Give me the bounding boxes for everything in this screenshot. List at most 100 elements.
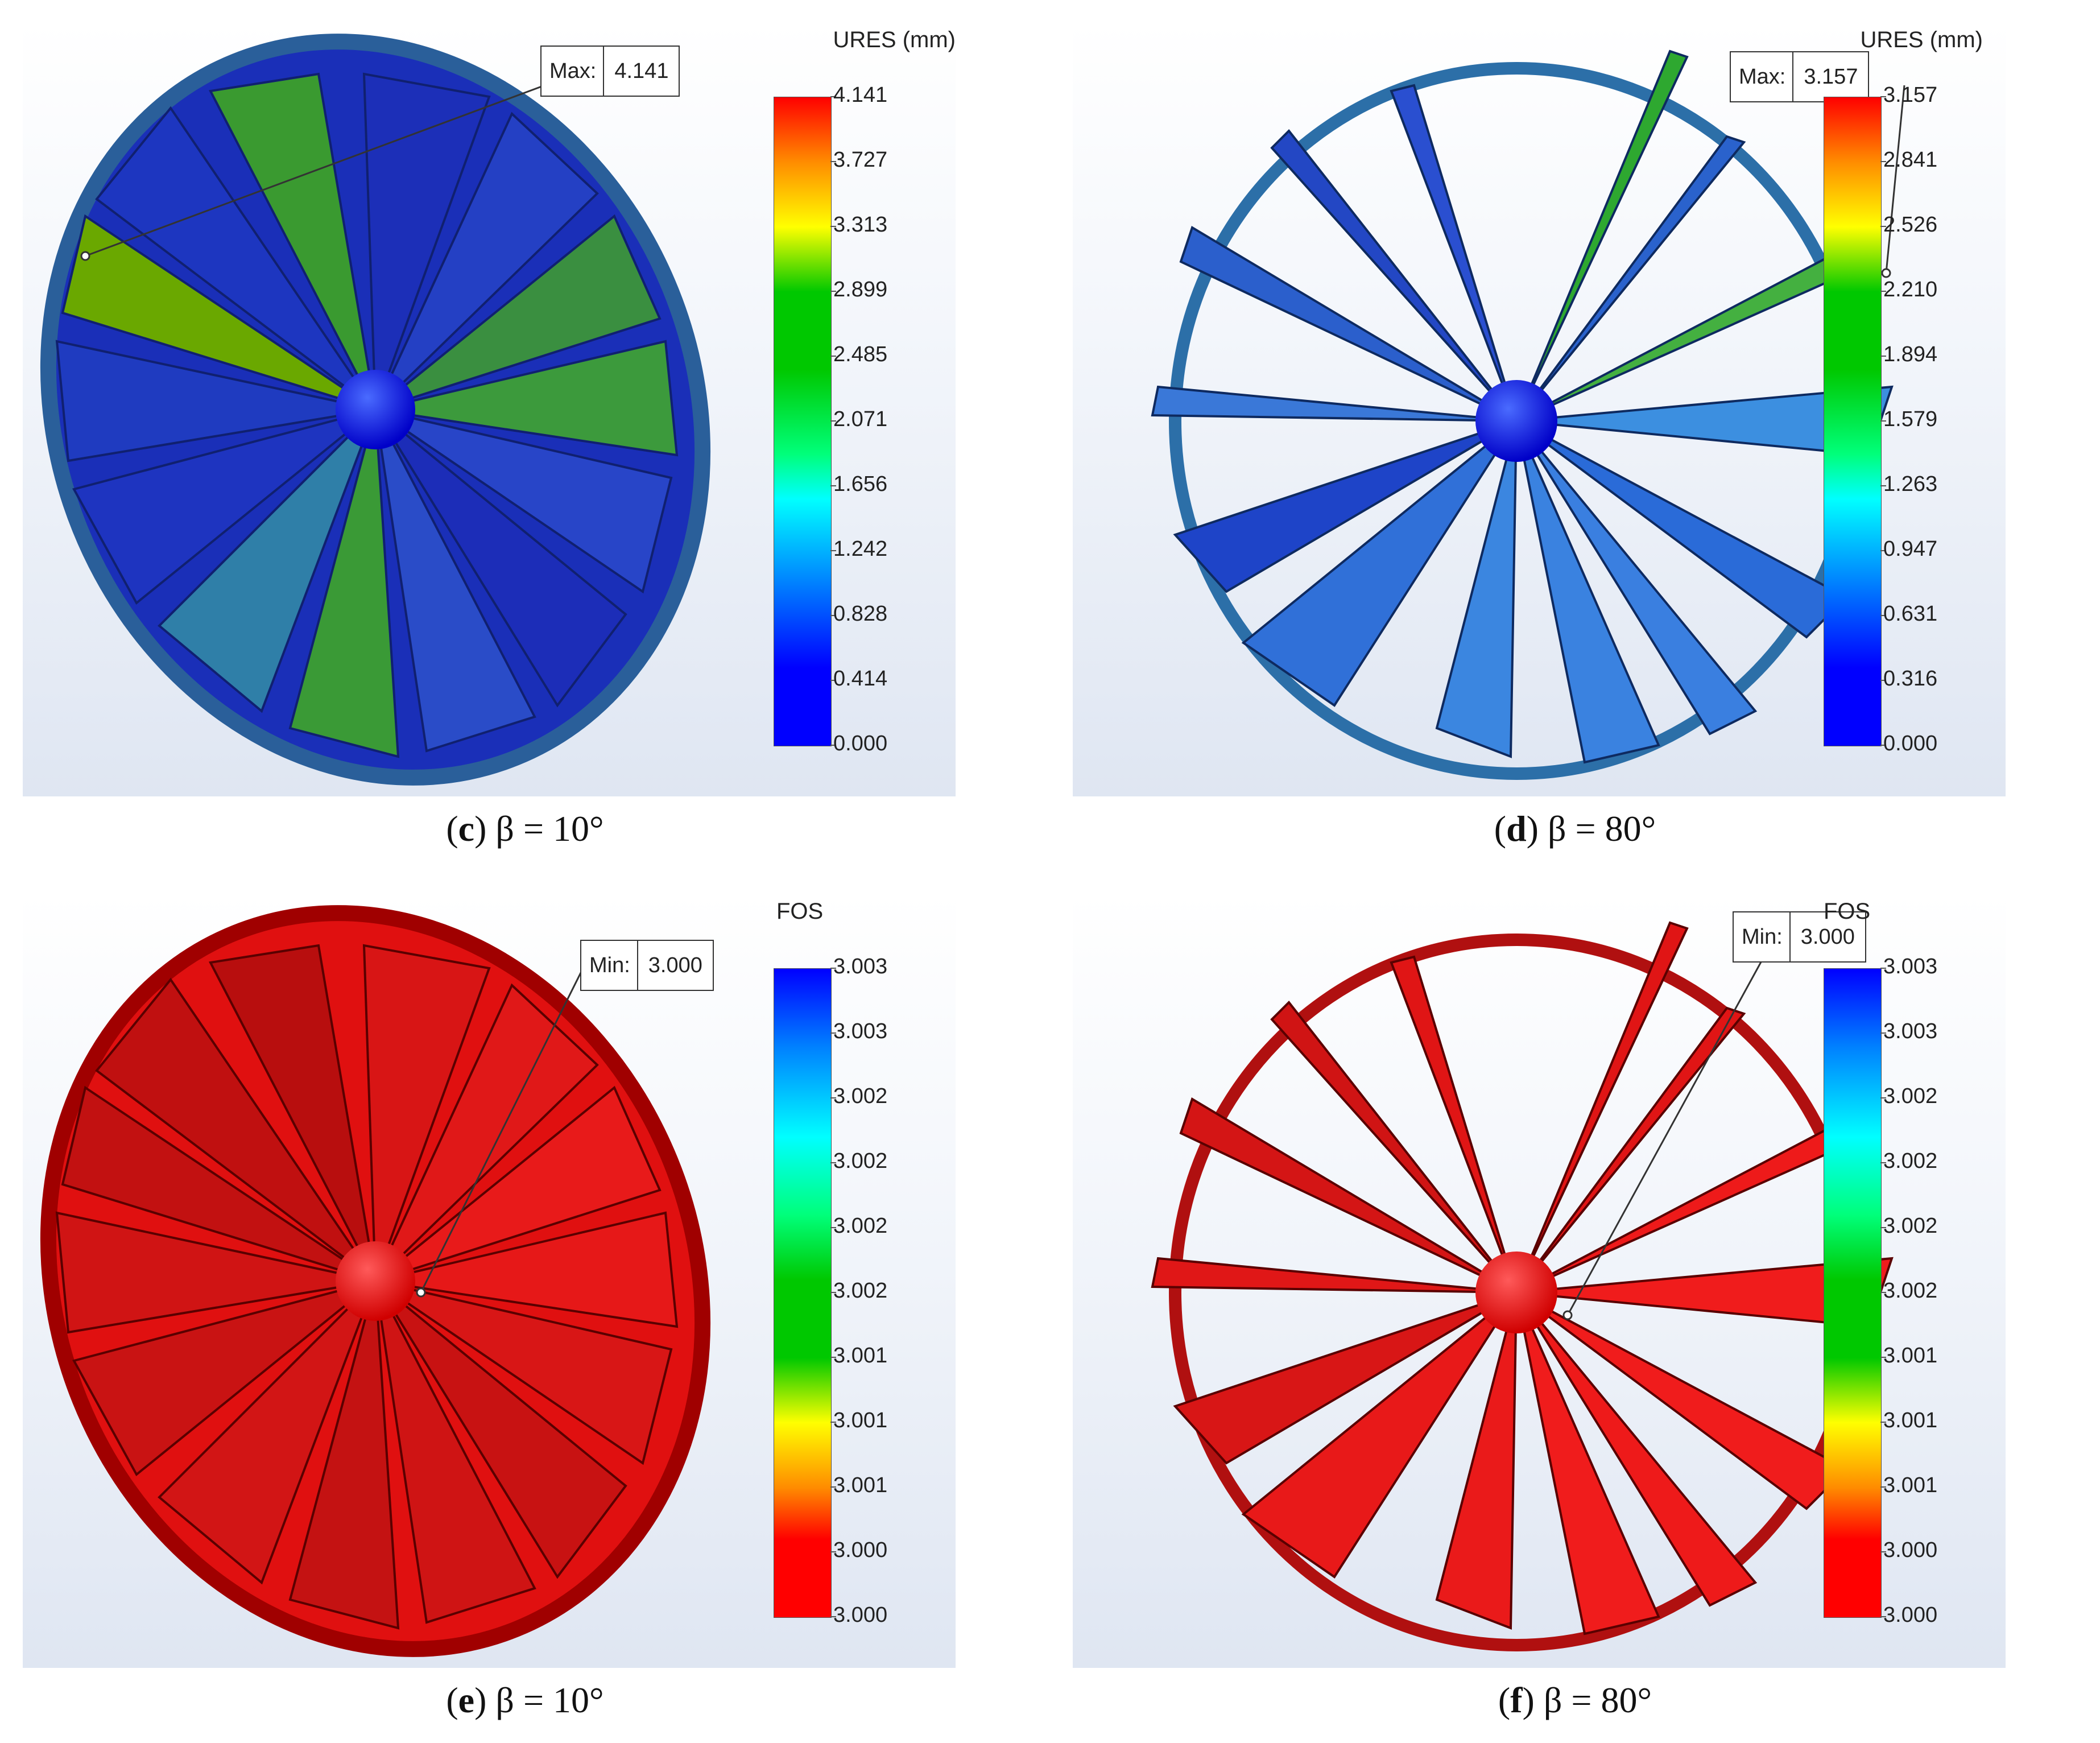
legend-tick-label: 3.001 bbox=[1883, 1409, 1938, 1432]
probe-point bbox=[416, 1287, 426, 1298]
legend-title: FOS bbox=[776, 899, 824, 924]
legend-tick-label: 3.001 bbox=[833, 1409, 888, 1432]
legend-title: URES (mm) bbox=[833, 27, 956, 52]
callout-value: 4.141 bbox=[614, 59, 669, 83]
panel-c: Max: 4.141 URES (mm) (c) β = 10° 4.141 3.… bbox=[0, 0, 1050, 872]
callout-key: Max: bbox=[1731, 52, 1794, 101]
hub bbox=[1475, 380, 1557, 462]
legend-tick-mark bbox=[1880, 1162, 1886, 1163]
legend-tick-mark bbox=[830, 1422, 836, 1423]
rotor-model-d bbox=[1151, 49, 1905, 780]
legend-tick-mark bbox=[830, 291, 836, 292]
color-legend-bar bbox=[774, 97, 832, 746]
caption-text: ) β = 80° bbox=[1526, 808, 1656, 849]
max-callout: Max: 3.157 bbox=[1730, 51, 1870, 102]
min-callout: Min: 3.000 bbox=[1733, 911, 1866, 963]
callout-leader bbox=[1566, 956, 1765, 1316]
legend-tick-label: 3.003 bbox=[1883, 955, 1938, 978]
legend-tick-label: 1.579 bbox=[1883, 407, 1938, 431]
hub bbox=[336, 370, 415, 449]
probe-point bbox=[80, 251, 90, 261]
legend-tick-label: 3.002 bbox=[833, 1084, 888, 1108]
legend-tick-mark bbox=[1880, 745, 1886, 746]
legend-tick-mark bbox=[830, 96, 836, 97]
legend-tick-label: 0.947 bbox=[1883, 537, 1938, 561]
legend-tick-mark bbox=[1880, 1486, 1886, 1488]
legend-tick-mark bbox=[830, 550, 836, 551]
legend-tick-label: 0.414 bbox=[833, 667, 888, 691]
panel-d: Max: 3.157 URES (mm) (d) β = 80° 3.157 2.… bbox=[1050, 0, 2100, 872]
legend-tick-label: 3.000 bbox=[833, 1603, 888, 1627]
caption: (f) β = 80° bbox=[1498, 1680, 1652, 1720]
callout-value: 3.157 bbox=[1804, 64, 1858, 89]
legend-tick-mark bbox=[830, 356, 836, 357]
legend-tick-label: 2.526 bbox=[1883, 213, 1938, 237]
caption: (e) β = 10° bbox=[446, 1680, 604, 1720]
legend-tick-label: 2.071 bbox=[833, 407, 888, 431]
rotor-e-blades bbox=[55, 944, 679, 1630]
callout-value: 3.000 bbox=[648, 953, 702, 977]
callout-key: Min: bbox=[581, 941, 638, 990]
caption-letter: f bbox=[1510, 1680, 1523, 1720]
legend-tick-mark bbox=[830, 485, 836, 486]
legend-tick-label: 3.157 bbox=[1883, 83, 1938, 107]
legend-tick-mark bbox=[830, 968, 836, 969]
callout-leader bbox=[85, 74, 573, 257]
legend-tick-mark bbox=[830, 1616, 836, 1617]
panel-f: Min: 3.000 FOS (f) β = 80° 3.003 3.003 3.0… bbox=[1050, 872, 2100, 1743]
hub bbox=[1475, 1252, 1557, 1333]
legend-tick-mark bbox=[830, 420, 836, 422]
legend-tick-mark bbox=[1880, 615, 1886, 616]
callout-value: 3.000 bbox=[1800, 924, 1855, 949]
legend-tick-mark bbox=[1880, 1422, 1886, 1423]
legend-tick-label: 3.002 bbox=[1883, 1214, 1938, 1238]
probe-point bbox=[1562, 1310, 1573, 1320]
legend-tick-label: 0.000 bbox=[1883, 732, 1938, 755]
rotor-model-e bbox=[40, 905, 711, 1657]
legend-tick-label: 0.828 bbox=[833, 602, 888, 626]
color-legend-bar bbox=[774, 968, 832, 1618]
legend-tick-label: 3.000 bbox=[833, 1538, 888, 1562]
legend-tick-mark bbox=[1880, 291, 1886, 292]
legend-tick-mark bbox=[1880, 420, 1886, 422]
legend-tick-mark bbox=[1880, 1097, 1886, 1098]
callout-key: Min: bbox=[1734, 912, 1791, 961]
panel-e: Min: 3.000 FOS (e) β = 10° 3.003 3.003 3.0… bbox=[0, 872, 1050, 1743]
legend-tick-mark bbox=[1880, 968, 1886, 969]
legend-tick-mark bbox=[1880, 356, 1886, 357]
legend-tick-mark bbox=[1880, 1616, 1886, 1617]
legend-tick-mark bbox=[1880, 550, 1886, 551]
legend-tick-label: 1.894 bbox=[1883, 342, 1938, 366]
callout-key: Max: bbox=[541, 47, 605, 96]
legend-tick-label: 0.000 bbox=[833, 732, 888, 755]
legend-tick-mark bbox=[1880, 1032, 1886, 1034]
legend-tick-mark bbox=[830, 161, 836, 162]
caption-text: ) β = 10° bbox=[474, 1680, 604, 1720]
legend-title: URES (mm) bbox=[1860, 27, 1983, 52]
legend-tick-label: 3.002 bbox=[833, 1149, 888, 1173]
legend-tick-mark bbox=[1880, 96, 1886, 97]
rotor-model-f bbox=[1151, 921, 1894, 1651]
rotor-d-blades bbox=[1151, 49, 1894, 764]
legend-tick-label: 2.899 bbox=[833, 278, 888, 301]
caption: (c) β = 10° bbox=[446, 808, 604, 849]
legend-tick-label: 3.003 bbox=[833, 955, 888, 978]
legend-tick-mark bbox=[1880, 226, 1886, 227]
legend-tick-label: 3.000 bbox=[1883, 1603, 1938, 1627]
legend-tick-label: 2.210 bbox=[1883, 278, 1938, 301]
legend-tick-label: 3.727 bbox=[833, 148, 888, 172]
legend-tick-label: 0.316 bbox=[1883, 667, 1938, 691]
legend-tick-label: 3.002 bbox=[1883, 1149, 1938, 1173]
caption-letter: c bbox=[458, 808, 475, 849]
legend-tick-mark bbox=[830, 1292, 836, 1293]
legend-tick-label: 3.001 bbox=[833, 1473, 888, 1497]
caption: (d) β = 80° bbox=[1494, 808, 1656, 849]
caption-text: ) β = 10° bbox=[474, 808, 604, 849]
legend-tick-mark bbox=[830, 1486, 836, 1488]
legend-tick-mark bbox=[1880, 161, 1886, 162]
legend-tick-label: 3.002 bbox=[833, 1279, 888, 1303]
legend-tick-mark bbox=[830, 680, 836, 681]
legend-tick-mark bbox=[830, 1227, 836, 1228]
legend-title: FOS bbox=[1824, 899, 1871, 924]
legend-tick-label: 4.141 bbox=[833, 83, 888, 107]
